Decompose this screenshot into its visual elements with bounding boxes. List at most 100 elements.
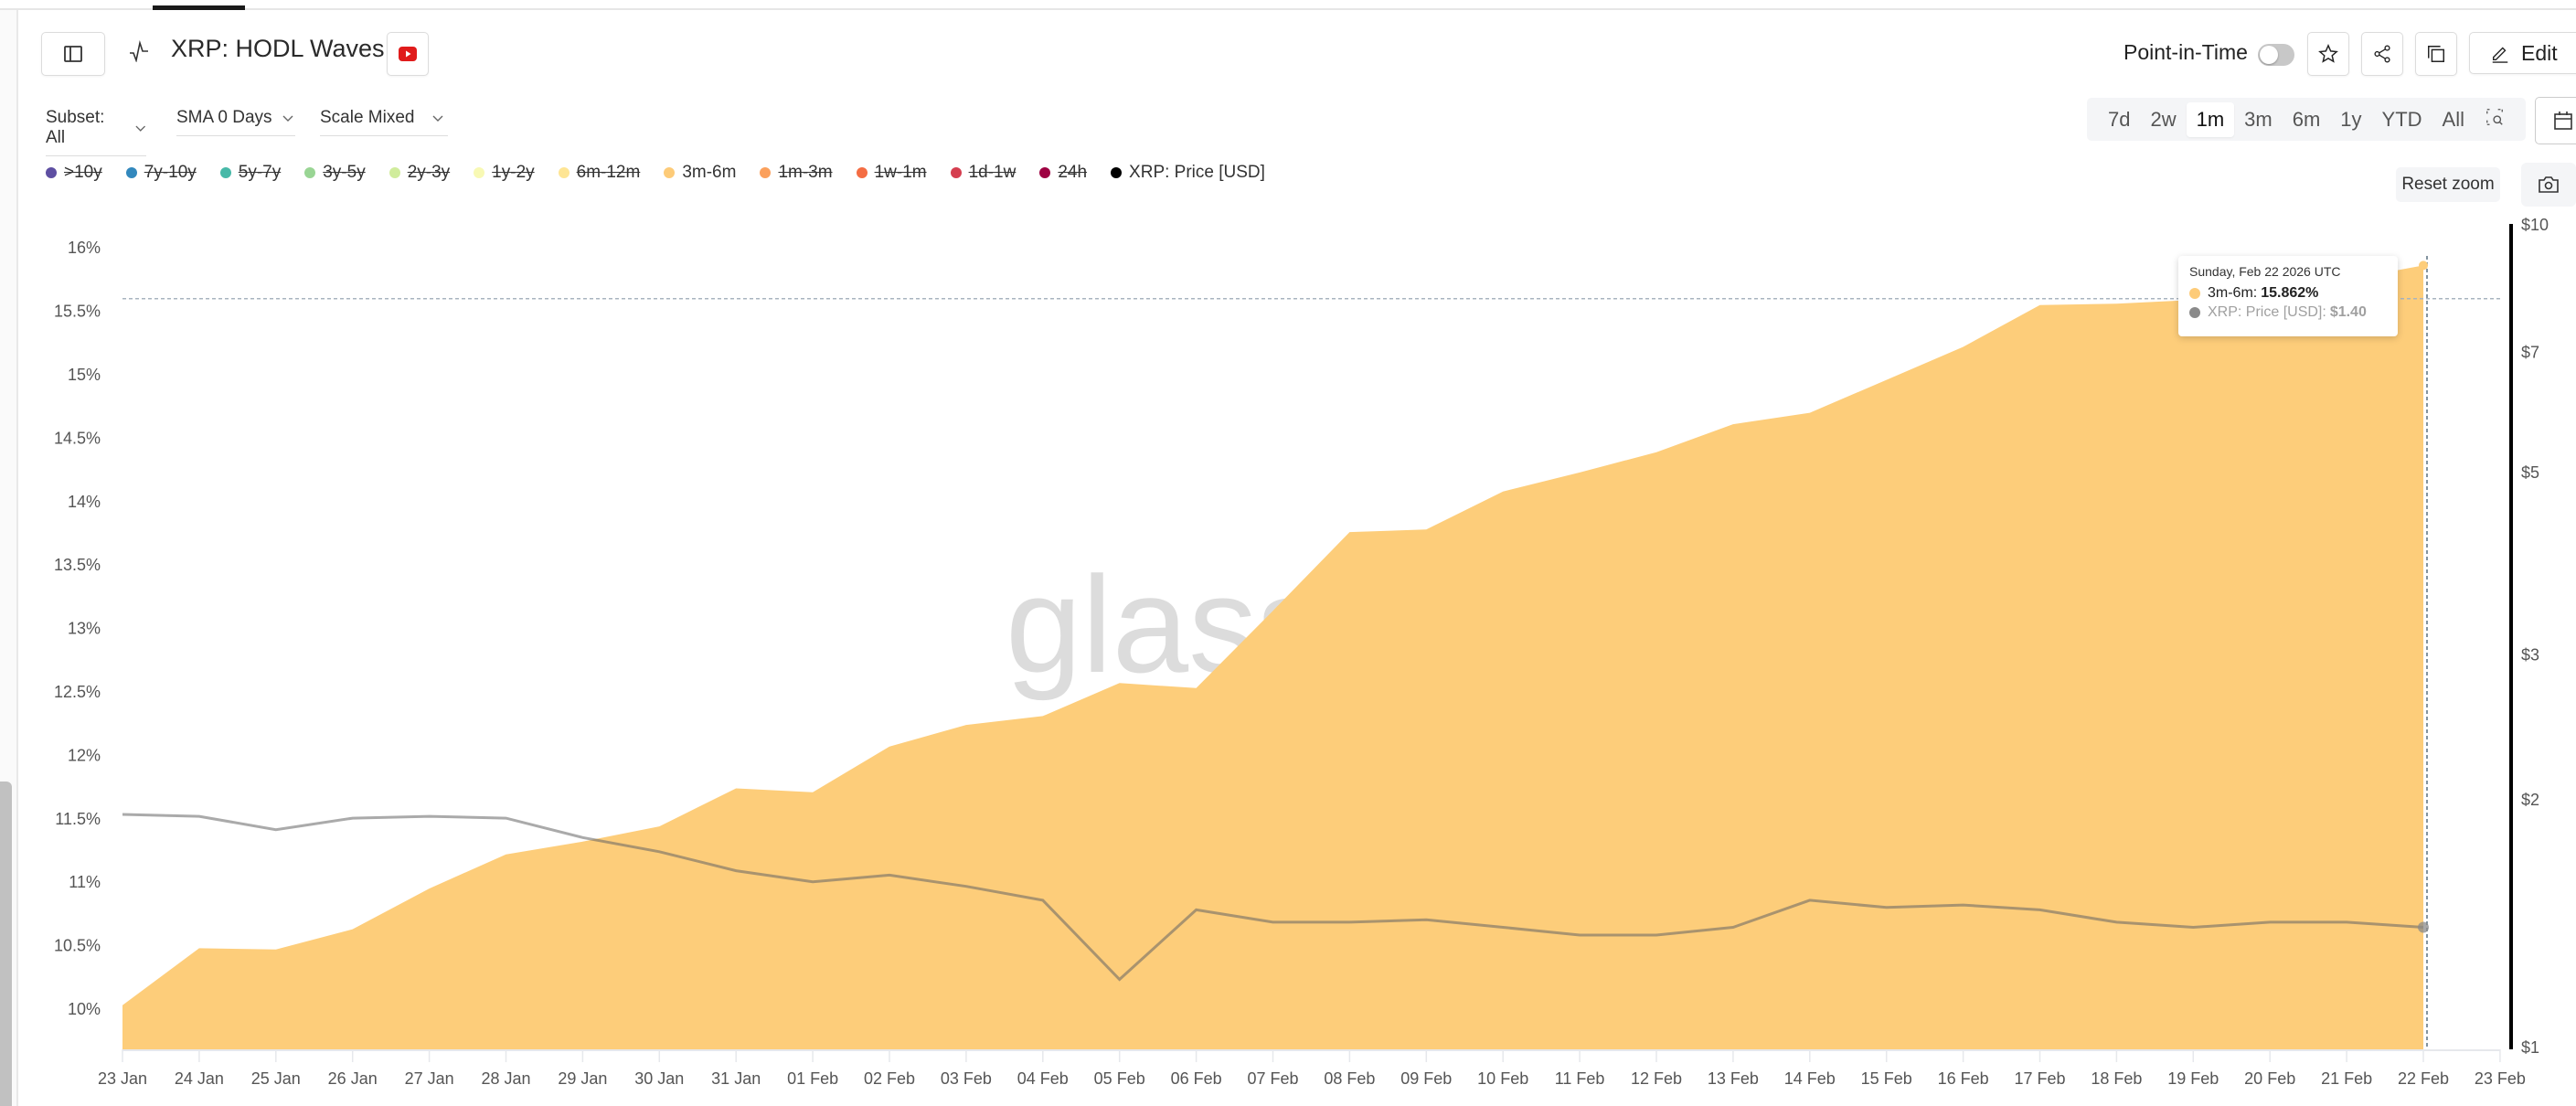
tooltip-price-value: $1.40: [2329, 304, 2367, 320]
svg-text:13%: 13%: [68, 620, 101, 638]
svg-text:11%: 11%: [69, 873, 101, 891]
svg-text:30 Jan: 30 Jan: [634, 1069, 684, 1088]
svg-text:$3: $3: [2521, 646, 2539, 665]
date-picker-button[interactable]: [2535, 97, 2576, 144]
left-scrollbar[interactable]: [0, 782, 12, 1106]
legend-label: 2y-3y: [407, 163, 451, 182]
svg-text:28 Jan: 28 Jan: [481, 1069, 530, 1088]
range-all[interactable]: All: [2442, 107, 2464, 131]
tooltip-series-dot: [2189, 287, 2200, 299]
svg-text:06 Feb: 06 Feb: [1171, 1069, 1222, 1088]
range-6m[interactable]: 6m: [2292, 107, 2321, 131]
legend-label: 3y-5y: [323, 163, 366, 182]
legend-label: >10y: [64, 163, 102, 182]
sma-dropdown[interactable]: SMA 0 Days: [176, 108, 295, 136]
youtube-icon: [399, 47, 417, 61]
range-1y[interactable]: 1y: [2340, 107, 2362, 131]
sidebar-toggle-button[interactable]: [41, 32, 105, 76]
svg-text:glass: glass: [1006, 548, 1325, 701]
youtube-button[interactable]: [387, 32, 429, 76]
top-divider: [0, 8, 2576, 10]
screenshot-button[interactable]: [2521, 163, 2576, 207]
duplicate-button[interactable]: [2415, 32, 2457, 76]
zoom-select-button[interactable]: [2475, 101, 2515, 138]
svg-text:23 Feb: 23 Feb: [2475, 1069, 2526, 1088]
sidebar-icon: [64, 46, 82, 62]
area-3m-6m[interactable]: [122, 265, 2423, 1049]
legend-item[interactable]: 1d-1w: [950, 163, 1017, 183]
legend-label: 1m-3m: [778, 163, 833, 182]
chart-line-icon: [130, 40, 148, 62]
svg-text:31 Jan: 31 Jan: [711, 1069, 761, 1088]
svg-text:04 Feb: 04 Feb: [1017, 1069, 1069, 1088]
legend-dot-icon: [219, 167, 231, 178]
svg-text:29 Jan: 29 Jan: [558, 1069, 607, 1088]
active-tab-indicator: [153, 5, 245, 10]
favorite-button[interactable]: [2307, 32, 2349, 76]
scale-label: Scale Mixed: [320, 108, 415, 127]
legend-item[interactable]: 2y-3y: [389, 163, 450, 183]
area-point-marker: [2419, 261, 2428, 271]
legend-label: 1w-1m: [874, 163, 927, 182]
svg-text:14.5%: 14.5%: [54, 429, 101, 447]
svg-text:12 Feb: 12 Feb: [1631, 1069, 1682, 1088]
legend-item[interactable]: 3y-5y: [304, 163, 366, 183]
range-3m[interactable]: 3m: [2244, 107, 2273, 131]
legend-item[interactable]: >10y: [46, 163, 102, 183]
svg-text:02 Feb: 02 Feb: [864, 1069, 915, 1088]
camera-icon: [2539, 176, 2559, 193]
legend-label: 1y-2y: [492, 163, 535, 182]
svg-text:22 Feb: 22 Feb: [2398, 1069, 2449, 1088]
calendar-icon: [2554, 112, 2572, 130]
svg-text:12.5%: 12.5%: [54, 683, 101, 701]
svg-text:09 Feb: 09 Feb: [1400, 1069, 1452, 1088]
legend-item[interactable]: 1y-2y: [474, 163, 535, 183]
share-button[interactable]: [2361, 32, 2403, 76]
tooltip-date: Sunday, Feb 22 2026 UTC: [2189, 264, 2341, 279]
legend-dot-icon: [389, 167, 400, 178]
svg-text:$1: $1: [2521, 1038, 2539, 1057]
legend-label: 1d-1w: [968, 163, 1017, 182]
legend-item[interactable]: 6m-12m: [558, 163, 640, 183]
range-2w[interactable]: 2w: [2150, 107, 2177, 131]
svg-text:08 Feb: 08 Feb: [1324, 1069, 1375, 1088]
legend-item[interactable]: 7y-10y: [125, 163, 197, 183]
svg-text:14%: 14%: [68, 493, 101, 511]
legend-item[interactable]: 1w-1m: [856, 163, 927, 183]
svg-text:19 Feb: 19 Feb: [2167, 1069, 2219, 1088]
range-1m[interactable]: 1m: [2186, 101, 2235, 137]
zoom-area-icon: [2486, 108, 2503, 125]
point-in-time-toggle[interactable]: [2258, 44, 2294, 66]
svg-text:$5: $5: [2521, 463, 2539, 482]
svg-text:15.5%: 15.5%: [54, 303, 101, 321]
legend-label: XRP: Price [USD]: [1129, 163, 1265, 182]
legend-item[interactable]: XRP: Price [USD]: [1111, 163, 1265, 183]
legend-label: 24h: [1058, 163, 1088, 182]
subset-label: Subset: All: [46, 108, 105, 147]
tooltip-series-label: 3m-6m:: [2208, 285, 2258, 301]
page-title: XRP: HODL Waves: [171, 35, 385, 62]
legend-label: 5y-7y: [238, 163, 282, 182]
point-in-time-label: Point-in-Time: [2124, 40, 2248, 64]
chart-tooltip: Sunday, Feb 22 2026 UTC 3m-6m: 15.862% X…: [2178, 256, 2398, 336]
x-axis: 23 Jan 24 Jan 25 Jan 26 Jan 27 Jan 28 Jan 29 J…: [98, 1049, 2526, 1088]
legend-item[interactable]: 3m-6m: [664, 163, 736, 183]
range-ytd[interactable]: YTD: [2381, 107, 2422, 131]
range-7d[interactable]: 7d: [2108, 107, 2131, 131]
reset-zoom-button[interactable]: Reset zoom: [2396, 167, 2500, 202]
svg-text:13 Feb: 13 Feb: [1708, 1069, 1759, 1088]
price-line[interactable]: [122, 813, 2424, 982]
copy-icon: [2428, 46, 2444, 62]
pencil-icon: [2492, 47, 2508, 63]
scale-dropdown[interactable]: Scale Mixed: [320, 108, 448, 136]
share-icon: [2374, 45, 2390, 63]
legend-item[interactable]: 5y-7y: [219, 163, 282, 183]
legend-item[interactable]: 24h: [1039, 163, 1087, 183]
svg-text:07 Feb: 07 Feb: [1247, 1069, 1298, 1088]
subset-dropdown[interactable]: Subset: All: [46, 108, 146, 156]
svg-text:01 Feb: 01 Feb: [787, 1069, 838, 1088]
legend-item[interactable]: 1m-3m: [760, 163, 833, 183]
legend-dot-icon: [1111, 167, 1123, 178]
edit-button[interactable]: Edit: [2469, 32, 2576, 74]
svg-text:12%: 12%: [68, 746, 101, 764]
